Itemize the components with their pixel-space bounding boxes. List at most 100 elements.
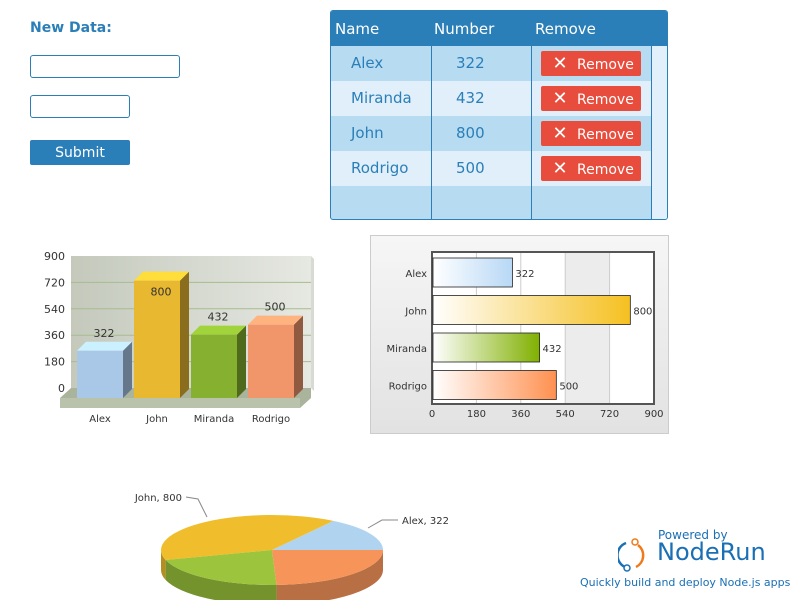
data-label: 800	[151, 286, 172, 299]
y-tick-label: 360	[44, 329, 65, 342]
data-label: 322	[515, 269, 534, 280]
number-input[interactable]	[30, 95, 130, 118]
y-tick-label: 0	[58, 382, 65, 395]
bar-top	[248, 315, 303, 325]
remove-label: Remove	[577, 162, 634, 178]
bar-chart-panel: 0 180 360 540 720 900 322 Alex 800 John 432 Miranda…	[370, 235, 669, 434]
x-tick-label: John	[145, 414, 168, 425]
pie-slice-side	[165, 560, 277, 600]
bar	[432, 295, 631, 325]
cell-number: 432	[456, 89, 485, 107]
bar	[77, 350, 123, 398]
pie-slice-side	[161, 550, 166, 581]
header-number: Number	[434, 20, 495, 38]
data-label: 800	[633, 307, 652, 318]
x-tick-label: 360	[511, 409, 530, 420]
column-chart-3d: 0 180 360 540 720 900 322 Alex 800 John 432 Miranda…	[44, 250, 314, 425]
bar-side	[180, 271, 189, 398]
x-tick-label: 540	[556, 409, 575, 420]
plot-border	[431, 251, 655, 405]
bar-top	[134, 271, 189, 281]
bar-top	[77, 341, 132, 351]
scrollbar[interactable]	[651, 46, 667, 219]
header-name: Name	[335, 20, 380, 38]
bar-side	[237, 325, 246, 398]
remove-button[interactable]: ✕ Remove	[541, 51, 641, 76]
horizontal-bar-chart: 0 180 360 540 720 900 322 Alex 800 John 432 Miranda…	[387, 251, 664, 420]
table-row: Miranda 432 ✕ Remove	[331, 81, 651, 116]
y-tick-label: 180	[44, 356, 65, 369]
y-tick-label: 900	[44, 250, 65, 263]
x-tick-label: Alex	[89, 414, 111, 425]
table-row: Alex 322 ✕ Remove	[331, 46, 651, 81]
cell-name: John	[351, 124, 384, 142]
pie-label: Alex, 322	[402, 516, 449, 527]
data-label: 322	[94, 327, 115, 340]
pie-slice	[272, 520, 383, 550]
pie-slice	[165, 550, 277, 585]
data-table: Name Number Remove Alex 322 ✕ Remove Miran…	[330, 10, 668, 220]
y-tick-label: Alex	[405, 269, 427, 280]
close-icon: ✕	[552, 88, 568, 109]
bar	[432, 370, 557, 400]
data-label: 432	[543, 344, 562, 355]
x-tick-label: 900	[644, 409, 663, 420]
y-tick-label: 540	[44, 303, 65, 316]
cell-name: Rodrigo	[351, 159, 409, 177]
cell-number: 322	[456, 54, 485, 72]
y-tick-label: John	[404, 307, 427, 318]
divider	[651, 46, 652, 219]
remove-button[interactable]: ✕ Remove	[541, 156, 641, 181]
pie-slice	[272, 550, 383, 585]
powered-by-text: Powered by	[658, 528, 728, 542]
pie-slice-side	[276, 550, 383, 600]
remove-label: Remove	[577, 92, 634, 108]
brand-name: NodeRun	[657, 538, 766, 566]
bar	[191, 334, 237, 398]
pie-label: John, 800	[134, 493, 182, 504]
cell-number: 500	[456, 159, 485, 177]
cell-name: Alex	[351, 54, 384, 72]
x-tick-label: 180	[467, 409, 486, 420]
bar	[432, 257, 513, 288]
header-remove: Remove	[535, 20, 596, 38]
bar-side	[294, 315, 303, 398]
close-icon: ✕	[552, 123, 568, 144]
pie-slice	[160, 515, 334, 561]
leader-line	[185, 496, 208, 518]
close-icon: ✕	[552, 158, 568, 179]
table-row: Rodrigo 500 ✕ Remove	[331, 151, 651, 186]
y-tick-label: Miranda	[387, 344, 427, 355]
table-row: John 800 ✕ Remove	[331, 116, 651, 151]
name-input[interactable]	[30, 55, 180, 78]
form-title: New Data:	[30, 20, 112, 36]
bar	[134, 280, 180, 398]
floor-front	[60, 398, 300, 408]
pie-chart-3d: Alex, 322 John, 800	[134, 493, 449, 600]
remove-button[interactable]: ✕ Remove	[541, 86, 641, 111]
band	[565, 252, 610, 404]
cell-name: Miranda	[351, 89, 412, 107]
divider	[531, 46, 532, 219]
bar	[248, 324, 294, 398]
x-tick-label: 720	[600, 409, 619, 420]
cell-number: 800	[456, 124, 485, 142]
remove-button[interactable]: ✕ Remove	[541, 121, 641, 146]
bar-side	[123, 341, 132, 398]
data-label: 500	[265, 301, 286, 314]
y-tick-label: 720	[44, 276, 65, 289]
leader-line	[367, 519, 398, 529]
bar	[432, 332, 540, 363]
bar-top	[191, 325, 246, 335]
divider	[431, 46, 432, 219]
plot-side	[311, 256, 314, 391]
x-tick-label: Rodrigo	[252, 414, 290, 425]
data-label: 432	[208, 311, 229, 324]
brand-tagline[interactable]: Quickly build and deploy Node.js apps	[580, 576, 791, 589]
submit-button[interactable]: Submit	[30, 140, 130, 165]
y-tick-label: Rodrigo	[389, 382, 427, 393]
x-tick-label: Miranda	[194, 414, 234, 425]
table-header	[331, 11, 667, 46]
close-icon: ✕	[552, 53, 568, 74]
data-label: 500	[559, 382, 578, 393]
